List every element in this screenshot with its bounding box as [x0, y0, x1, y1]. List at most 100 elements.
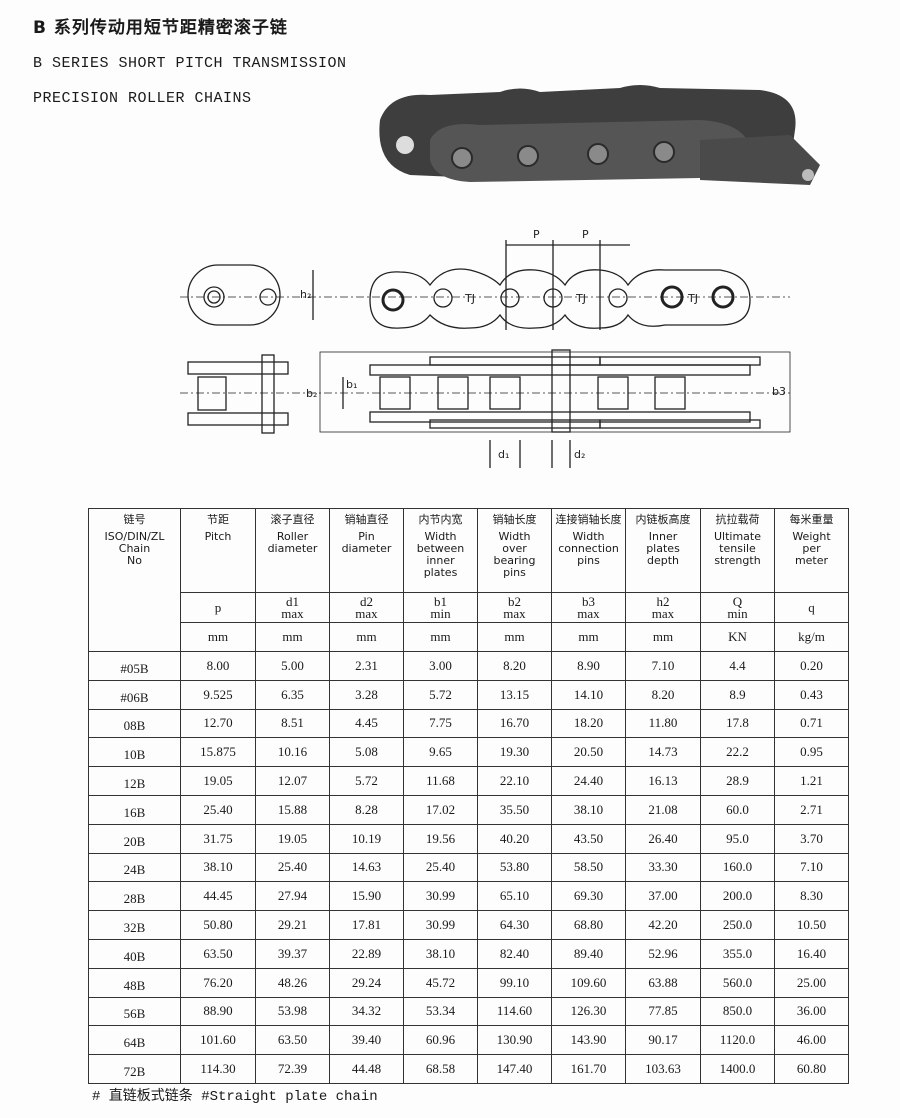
- table-section: 链号 ISO/DIN/ZL Chain No 节距 Pitch 滚子直径 Roller diam…: [88, 508, 849, 1106]
- table-row: 64B 101.60 63.50 39.40 60.96 130.90 143.90 90.1…: [88, 1025, 849, 1056]
- column-symbol: b1 min: [403, 592, 478, 623]
- column-header-en: Ultimate tensile strength: [701, 531, 774, 567]
- table-cell: 40.20: [477, 823, 552, 854]
- table-cell: 4.45: [329, 708, 404, 739]
- chain-number-cell: 32B: [88, 910, 181, 940]
- column-header-en: Width between inner plates: [404, 531, 477, 579]
- column-header-en-line: Chain: [118, 542, 151, 555]
- chain-number-cell: 10B: [88, 737, 181, 768]
- column-symbol: p: [180, 592, 256, 623]
- table-cell: 14.10: [551, 679, 626, 710]
- column-header: 滚子直径 Roller diameter: [255, 508, 330, 593]
- symbol: d2: [360, 593, 373, 609]
- tj-mark-3: TJ: [687, 292, 698, 305]
- table-cell: 13.15: [477, 679, 552, 710]
- table-row: 72B 114.30 72.39 44.48 68.58 147.40 161.70 103.…: [88, 1054, 849, 1084]
- chain-illustrations: P P h₂ b₂ b₁ b3 d₁ d₂ TJ TJ TJ: [180, 85, 820, 468]
- table-cell: 30.99: [403, 910, 478, 940]
- column-header-cn: 销轴长度: [492, 513, 537, 526]
- table-row: 40B 63.50 39.37 22.89 38.10 82.40 89.40 52.96 35…: [88, 938, 849, 969]
- table-cell: 4.4: [700, 651, 775, 681]
- table-cell: 15.88: [255, 794, 330, 825]
- symbol: b3: [582, 593, 595, 609]
- table-cell: 10.16: [255, 737, 330, 768]
- b1-label: b₁: [346, 378, 357, 391]
- table-cell: 25.40: [180, 794, 256, 825]
- table-cell: 26.40: [625, 823, 701, 854]
- table-cell: 8.00: [180, 651, 256, 681]
- table-cell: 8.9: [700, 679, 775, 710]
- column-symbol: d1 max: [255, 592, 330, 623]
- column-unit: mm: [551, 622, 626, 652]
- column-header: 链号 ISO/DIN/ZL Chain No: [88, 508, 181, 652]
- table-cell: 10.50: [774, 910, 849, 940]
- table-cell: 38.10: [551, 794, 626, 825]
- column-unit: mm: [477, 622, 552, 652]
- table-cell: 8.20: [477, 651, 552, 681]
- symbol: d1: [286, 593, 299, 609]
- table-cell: 77.85: [625, 996, 701, 1027]
- table-cell: 130.90: [477, 1025, 552, 1056]
- table-cell: 126.30: [551, 996, 626, 1027]
- table-cell: 76.20: [180, 967, 256, 998]
- table-cell: 11.68: [403, 766, 478, 796]
- table-cell: 38.10: [180, 852, 256, 883]
- table-cell: 101.60: [180, 1025, 256, 1056]
- table-cell: 103.63: [625, 1054, 701, 1084]
- chain-spec-table: 链号 ISO/DIN/ZL Chain No 节距 Pitch 滚子直径 Roller diam…: [88, 508, 849, 1084]
- table-cell: 22.2: [700, 737, 775, 768]
- table-cell: 355.0: [700, 938, 775, 969]
- table-cell: 31.75: [180, 823, 256, 854]
- column-symbol: b3 max: [551, 592, 626, 623]
- column-header-en-line: pins: [503, 566, 526, 579]
- column-header-cn: 滚子直径: [270, 513, 315, 526]
- table-row: #06B 9.525 6.35 3.28 5.72 13.15 14.10 8.20 8.9 0.…: [88, 679, 849, 710]
- table-row: 16B 25.40 15.88 8.28 17.02 35.50 38.10 21.08 60.…: [88, 794, 849, 825]
- table-cell: 72.39: [255, 1054, 330, 1084]
- column-unit: mm: [329, 622, 404, 652]
- symbol: b1: [434, 593, 447, 609]
- table-cell: 109.60: [551, 967, 626, 998]
- table-cell: 27.94: [255, 881, 330, 912]
- table-cell: 19.05: [180, 766, 256, 796]
- column-unit: KN: [700, 622, 775, 652]
- table-cell: 82.40: [477, 938, 552, 969]
- column-header-cn: 抗拉载荷: [715, 513, 760, 526]
- table-cell: 29.21: [255, 910, 330, 940]
- column-header-en-line: No: [127, 554, 142, 567]
- column-header-en-line: between: [416, 542, 465, 555]
- column-unit: kg/m: [774, 622, 849, 652]
- column-header-cn: 销轴直径: [344, 513, 389, 526]
- table-cell: 850.0: [700, 996, 775, 1027]
- table-cell: 36.00: [774, 996, 849, 1027]
- symbol: p: [214, 599, 222, 615]
- symbol-qualifier: min: [727, 605, 748, 621]
- column-header-cn: 链号: [123, 513, 146, 526]
- table-cell: 3.28: [329, 679, 404, 710]
- chain-number-cell: #05B: [88, 651, 181, 681]
- table-row: 24B 38.10 25.40 14.63 25.40 53.80 58.50 33.30 16…: [88, 852, 849, 883]
- table-cell: 560.0: [700, 967, 775, 998]
- column-header-cn: 内链板高度: [635, 513, 691, 526]
- footnote: # 直链板式链条 #Straight plate chain: [92, 1088, 378, 1105]
- column-symbol: b2 max: [477, 592, 552, 623]
- column-header-en-line: depth: [646, 554, 680, 567]
- table-cell: 15.90: [329, 881, 404, 912]
- table-cell: 21.08: [625, 794, 701, 825]
- table-row: 28B 44.45 27.94 15.90 30.99 65.10 69.30 37.00 20…: [88, 881, 849, 912]
- table-cell: 90.17: [625, 1025, 701, 1056]
- column-header-cn: 每米重量: [789, 513, 834, 526]
- table-cell: 9.525: [180, 679, 256, 710]
- table-cell: 17.02: [403, 794, 478, 825]
- table-row: 10B 15.875 10.16 5.08 9.65 19.30 20.50 14.73 22.…: [88, 737, 849, 768]
- pitch-label-2: P: [582, 228, 589, 241]
- table-cell: 114.60: [477, 996, 552, 1027]
- column-header-en-line: per: [802, 542, 821, 555]
- symbol: b2: [508, 593, 521, 609]
- column-header-en-line: strength: [714, 554, 761, 567]
- table-cell: 43.50: [551, 823, 626, 854]
- title-english-line1: B SERIES SHORT PITCH TRANSMISSION: [33, 55, 347, 72]
- table-cell: 1.21: [774, 766, 849, 796]
